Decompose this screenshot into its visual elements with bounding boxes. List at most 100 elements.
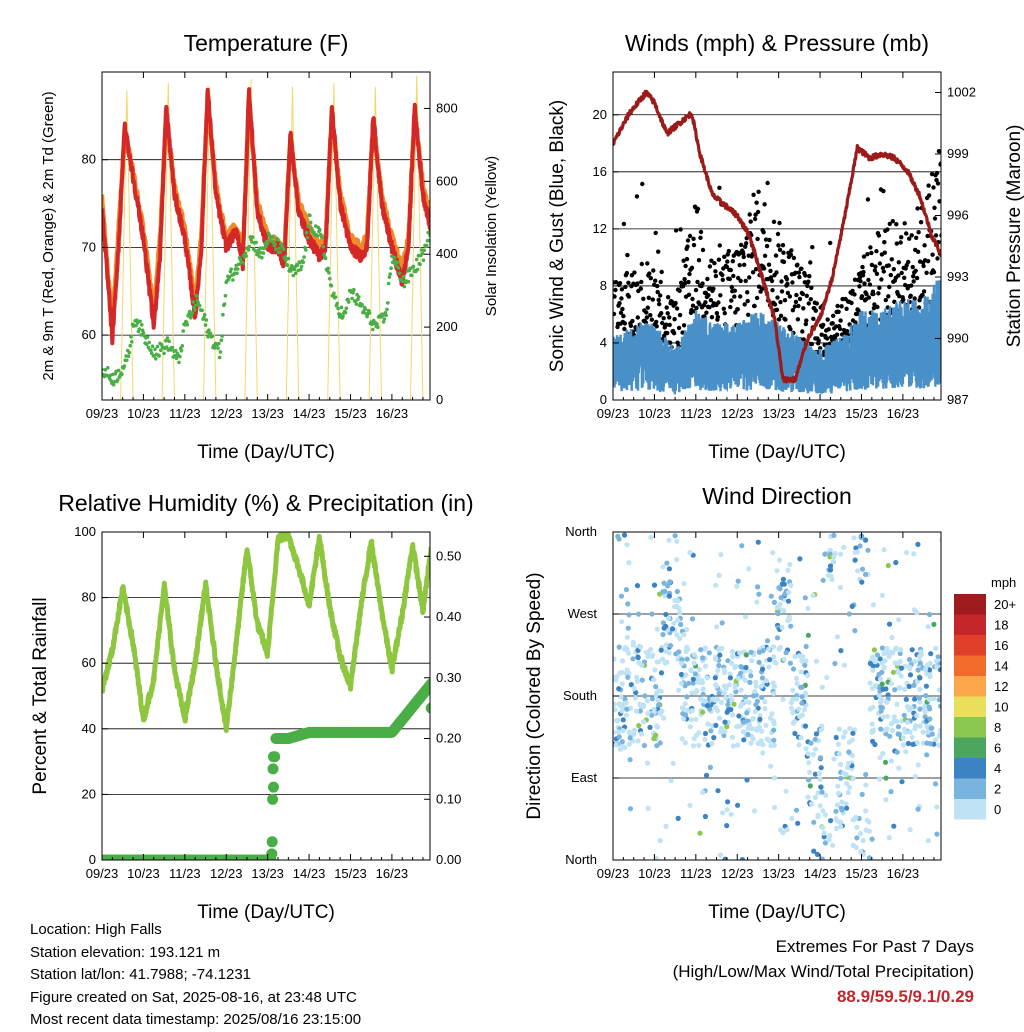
direction-point [656,702,662,708]
gust-point [806,301,811,306]
winds-y2tick-label: 990 [947,331,969,346]
dewpoint-point [386,301,390,305]
direction-point [917,706,923,712]
gust-point [754,200,759,205]
direction-point [763,678,769,684]
dewpoint-point [194,293,199,298]
dewpoint-point [139,333,143,337]
legend-label: 8 [994,720,1001,735]
direction-point [866,828,873,834]
direction-point [763,722,769,728]
direction-point [815,814,821,820]
extremes-line2: (High/Low/Max Wind/Total Precipitation) [672,962,974,981]
direction-point [715,788,721,794]
direction-point [616,644,622,650]
temperature-y2tick-label: 200 [436,319,458,334]
direction-point [828,818,834,824]
direction-point [616,729,622,735]
winds-title: Winds (mph) & Pressure (mb) [625,30,929,56]
gust-point [698,229,704,235]
direction-point [818,765,824,771]
direction-point [689,616,696,622]
dewpoint-point [270,234,275,239]
direction-point [859,791,865,798]
gust-point [613,311,617,317]
dewpoint-point [157,354,161,358]
direction-point [658,688,664,694]
direction-point [642,693,648,699]
direction-point [835,741,842,747]
gust-point [676,325,682,331]
gust-point [628,323,634,328]
direction-point [694,688,700,694]
direction-point [700,655,706,661]
direction-point [702,736,708,742]
direction-xlabel: Time (Day/UTC) [708,902,846,923]
direction-point [757,713,763,719]
gust-point [750,270,756,275]
direction-point [652,667,658,673]
dewpoint-point [420,251,425,256]
rainfall-point [266,836,278,848]
direction-point [746,722,753,728]
direction-point [783,788,789,794]
gust-point [768,275,774,280]
gust-point [803,273,808,278]
direction-point [799,653,805,659]
dewpoint-point [153,347,157,352]
gust-point [709,315,715,320]
gust-point [831,313,836,318]
direction-point [885,563,891,569]
dewpoint-point [202,312,207,317]
direction-point [817,803,823,809]
temperature-xtick-label: 09/23 [86,406,119,421]
direction-point [849,752,856,759]
dewpoint-point [402,284,407,289]
direction-point [915,762,921,768]
direction-point [675,617,681,623]
gust-point [752,303,757,309]
direction-point [619,658,626,664]
direction-point [665,583,671,589]
direction-point [760,750,766,756]
dewpoint-point [381,313,385,318]
direction-point [702,813,709,820]
gust-point [720,272,725,278]
gust-point [634,194,640,199]
direction-point [817,776,823,782]
direction-point [683,648,689,655]
gust-point [789,248,794,253]
gust-point [934,170,940,176]
direction-point [627,757,633,763]
humidity-y2tick-label: 0.50 [436,548,461,563]
direction-point [896,617,902,623]
direction-point [866,819,872,825]
dewpoint-point [140,323,144,327]
direction-point [626,670,632,676]
direction-point [744,710,750,716]
direction-point [790,710,796,716]
direction-point [756,659,762,665]
dewpoint-point [415,267,420,272]
direction-point [676,687,682,693]
gust-point [796,270,802,275]
direction-xtick-label: 11/23 [680,866,712,881]
gust-point [718,293,723,298]
gust-point [635,281,640,286]
direction-point [690,743,697,749]
direction-point [651,582,658,588]
direction-point [883,797,889,803]
gust-point [866,295,872,300]
direction-point [750,736,756,742]
gust-point [630,318,635,324]
direction-point [933,645,939,652]
dewpoint-point [135,318,139,323]
direction-point [884,649,890,656]
direction-point [889,634,895,641]
dewpoint-point [422,248,427,252]
gust-point [790,280,795,285]
gust-point [795,317,801,322]
dewpoint-point [212,346,217,350]
direction-point [783,650,789,656]
dewpoint-point [350,296,354,301]
